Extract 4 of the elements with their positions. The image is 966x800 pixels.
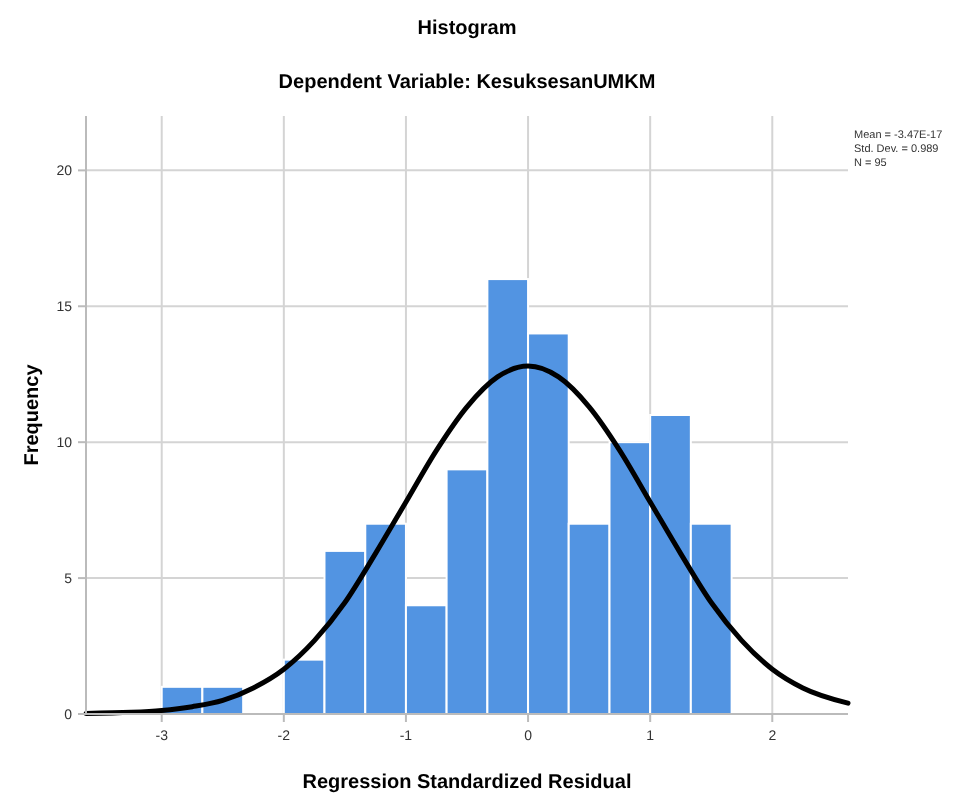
x-axis-title: Regression Standardized Residual: [302, 772, 632, 794]
y-axis-title: Frequency: [22, 363, 44, 466]
chart-subtitle: Dependent Variable: KesuksesanUMKM: [278, 72, 656, 94]
chart-title: Histogram: [417, 18, 517, 40]
